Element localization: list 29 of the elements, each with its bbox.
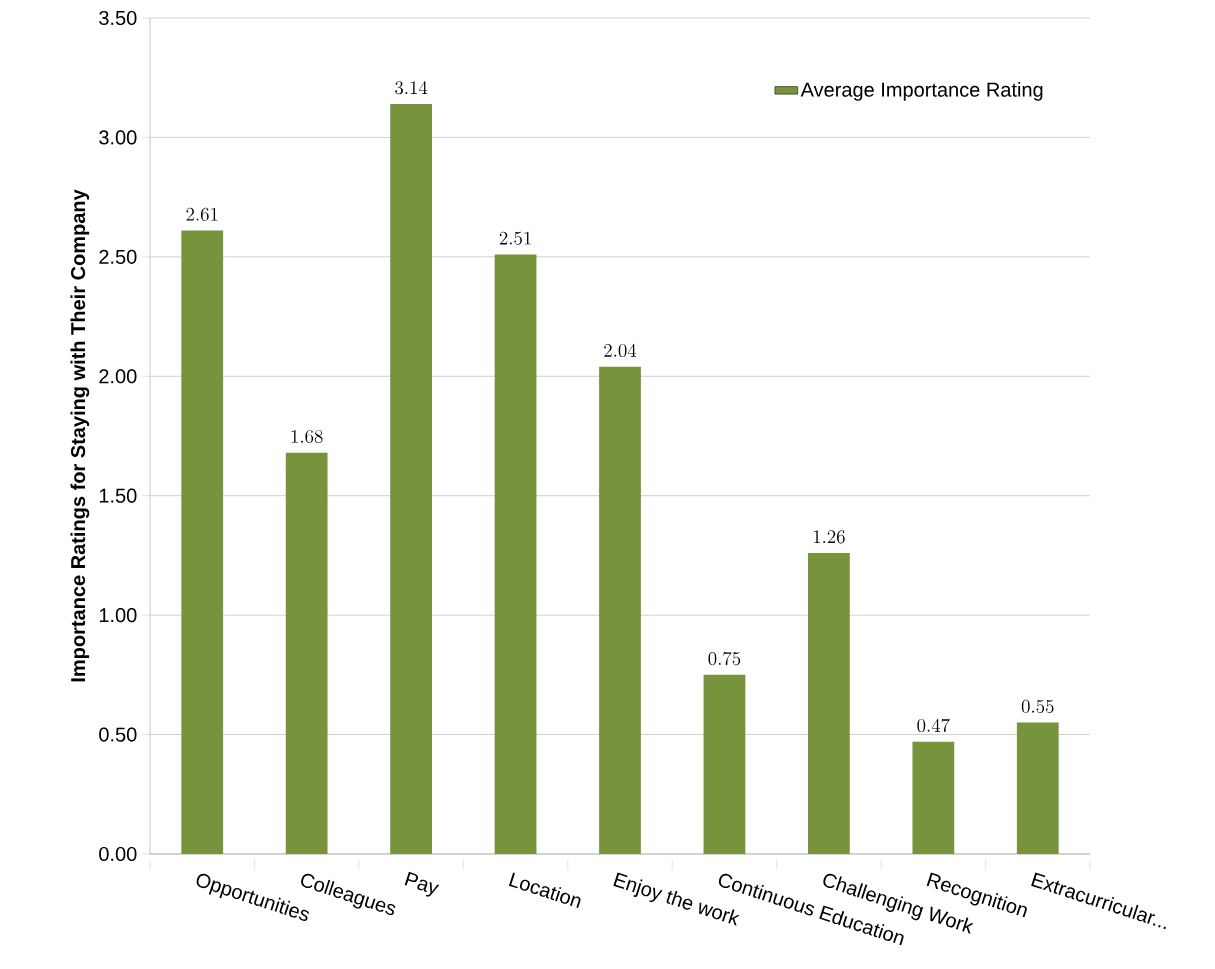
y-tick-label: 3.50 xyxy=(99,10,137,26)
data-label: 3. 14 xyxy=(395,80,428,95)
bar xyxy=(808,553,850,854)
data-label: 0.75 xyxy=(708,651,741,666)
bar xyxy=(390,103,432,854)
bar xyxy=(181,230,224,854)
bar xyxy=(703,674,746,854)
y-tick-label: 1.00 xyxy=(99,608,137,623)
y-tick-label: 0.50 xyxy=(99,727,137,742)
bar xyxy=(494,254,537,854)
data-label: 2.51 xyxy=(499,231,531,245)
data-label: 2.04 xyxy=(604,343,637,358)
y-tick-label: 1.50 xyxy=(99,488,137,503)
y-tick-label: 3.00 xyxy=(99,130,137,145)
data-label: 0.55 xyxy=(1021,699,1054,713)
bar xyxy=(285,452,328,854)
bar xyxy=(912,741,955,854)
x-tick-label: Pay xyxy=(404,871,440,897)
y-tick-label: 2.00 xyxy=(99,369,137,384)
data-label: 0.47 xyxy=(917,718,950,733)
data-label: 2.61 xyxy=(186,207,218,221)
y-axis-title: Importance Ratings for Staying with Their Company xyxy=(70,189,90,682)
data-label: 1 .26 xyxy=(813,530,845,544)
bar xyxy=(599,366,641,854)
y-tick-label: 2.50 xyxy=(99,249,137,264)
y-tick-label: 0.00 xyxy=(99,846,137,862)
bar xyxy=(1016,722,1059,854)
legend-label: Average Importance Rating xyxy=(800,82,1043,101)
data-label: 1 .68 xyxy=(291,429,323,444)
